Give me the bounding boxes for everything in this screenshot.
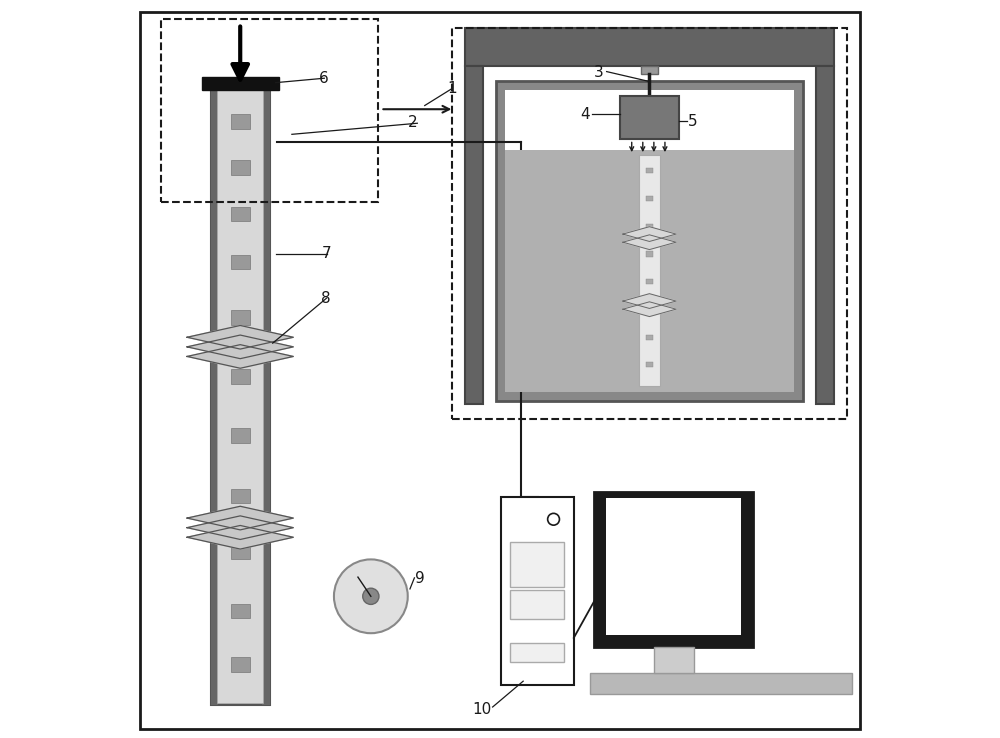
Text: 8: 8 bbox=[321, 291, 331, 306]
Polygon shape bbox=[623, 302, 676, 317]
Polygon shape bbox=[187, 325, 293, 349]
FancyBboxPatch shape bbox=[510, 542, 564, 587]
FancyBboxPatch shape bbox=[654, 647, 694, 673]
FancyBboxPatch shape bbox=[505, 151, 794, 392]
Circle shape bbox=[363, 588, 379, 604]
Circle shape bbox=[548, 514, 559, 525]
FancyBboxPatch shape bbox=[465, 66, 483, 404]
FancyBboxPatch shape bbox=[211, 88, 218, 705]
Circle shape bbox=[334, 559, 408, 633]
FancyBboxPatch shape bbox=[646, 224, 653, 229]
FancyBboxPatch shape bbox=[231, 310, 250, 325]
Polygon shape bbox=[623, 227, 676, 241]
FancyBboxPatch shape bbox=[646, 168, 653, 173]
FancyBboxPatch shape bbox=[202, 77, 279, 90]
FancyBboxPatch shape bbox=[510, 590, 564, 619]
FancyBboxPatch shape bbox=[231, 369, 250, 384]
FancyBboxPatch shape bbox=[505, 90, 794, 392]
FancyBboxPatch shape bbox=[641, 66, 658, 74]
FancyBboxPatch shape bbox=[606, 498, 741, 635]
FancyBboxPatch shape bbox=[646, 334, 653, 339]
Text: 7: 7 bbox=[321, 246, 331, 261]
FancyBboxPatch shape bbox=[590, 673, 852, 694]
Polygon shape bbox=[623, 294, 676, 308]
FancyBboxPatch shape bbox=[816, 66, 834, 404]
Text: 2: 2 bbox=[408, 115, 417, 130]
Polygon shape bbox=[187, 516, 293, 539]
FancyBboxPatch shape bbox=[646, 307, 653, 312]
Text: 6: 6 bbox=[319, 71, 329, 86]
FancyBboxPatch shape bbox=[231, 255, 250, 269]
Text: 3: 3 bbox=[594, 66, 604, 80]
FancyBboxPatch shape bbox=[620, 96, 679, 139]
Polygon shape bbox=[623, 235, 676, 249]
FancyBboxPatch shape bbox=[231, 207, 250, 221]
FancyBboxPatch shape bbox=[231, 545, 250, 559]
Polygon shape bbox=[187, 525, 293, 549]
Text: 1: 1 bbox=[447, 81, 456, 96]
FancyBboxPatch shape bbox=[510, 644, 564, 662]
FancyBboxPatch shape bbox=[496, 81, 803, 401]
FancyBboxPatch shape bbox=[646, 362, 653, 368]
FancyBboxPatch shape bbox=[262, 88, 270, 705]
FancyBboxPatch shape bbox=[646, 196, 653, 201]
Polygon shape bbox=[187, 345, 293, 368]
FancyBboxPatch shape bbox=[231, 114, 250, 129]
Text: 10: 10 bbox=[472, 703, 491, 717]
Text: 5: 5 bbox=[688, 114, 697, 129]
FancyBboxPatch shape bbox=[231, 489, 250, 503]
FancyBboxPatch shape bbox=[231, 428, 250, 443]
FancyBboxPatch shape bbox=[217, 90, 263, 703]
FancyBboxPatch shape bbox=[646, 279, 653, 284]
Text: 9: 9 bbox=[415, 571, 425, 586]
FancyBboxPatch shape bbox=[465, 28, 834, 66]
FancyBboxPatch shape bbox=[646, 252, 653, 257]
FancyBboxPatch shape bbox=[501, 497, 574, 685]
FancyBboxPatch shape bbox=[594, 492, 753, 647]
Polygon shape bbox=[187, 506, 293, 530]
FancyBboxPatch shape bbox=[231, 657, 250, 672]
FancyBboxPatch shape bbox=[211, 88, 270, 705]
Polygon shape bbox=[187, 335, 293, 359]
FancyBboxPatch shape bbox=[231, 604, 250, 618]
FancyBboxPatch shape bbox=[639, 155, 660, 386]
FancyBboxPatch shape bbox=[231, 160, 250, 175]
Text: 4: 4 bbox=[580, 108, 590, 123]
